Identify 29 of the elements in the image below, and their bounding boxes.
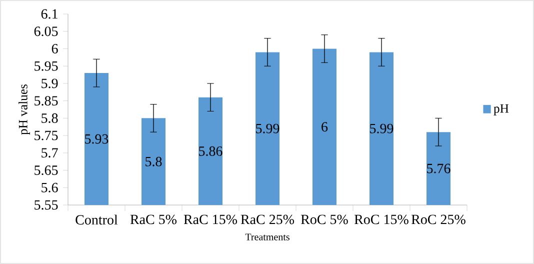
y-tick-label: 5.7 (42, 148, 58, 158)
x-tick-label: RaC 25% (240, 214, 294, 224)
y-tick-label: 5.85 (34, 96, 58, 106)
x-tick-label: Control (76, 214, 118, 225)
y-tick-label: 6.1 (41, 9, 58, 19)
data-label: 5.76 (427, 164, 450, 174)
y-tick-label: 6.05 (34, 26, 58, 36)
y-tick-label: 5.9 (42, 78, 58, 88)
data-label: 5.86 (199, 146, 222, 156)
legend-label: pH (494, 104, 509, 116)
data-label: 5.93 (85, 134, 108, 144)
data-label: 5.99 (256, 124, 280, 134)
data-label: 5.99 (370, 124, 394, 134)
y-tick-label: 5.8 (42, 113, 58, 123)
y-tick-label: 5.55 (34, 200, 58, 210)
y-tick-label: 5.6 (42, 182, 58, 192)
x-tick-label: RoC 25% (411, 214, 466, 224)
y-tick-label: 6 (52, 44, 58, 54)
x-tick-label: RaC 15% (184, 214, 238, 224)
x-tick-label: RoC 15% (354, 214, 408, 224)
y-tick-label: 5.65 (34, 166, 58, 175)
data-label: 5.8 (146, 156, 162, 166)
y-tick-label: 5.75 (34, 130, 58, 140)
data-label: 6 (322, 122, 328, 132)
y-tick-label: 5.95 (34, 61, 58, 71)
x-tick-label: RoC 5% (300, 214, 348, 224)
x-axis-title: Treatments (245, 234, 290, 240)
x-tick-label: RaC 5% (130, 214, 177, 224)
y-axis-title: pH values (18, 84, 30, 135)
